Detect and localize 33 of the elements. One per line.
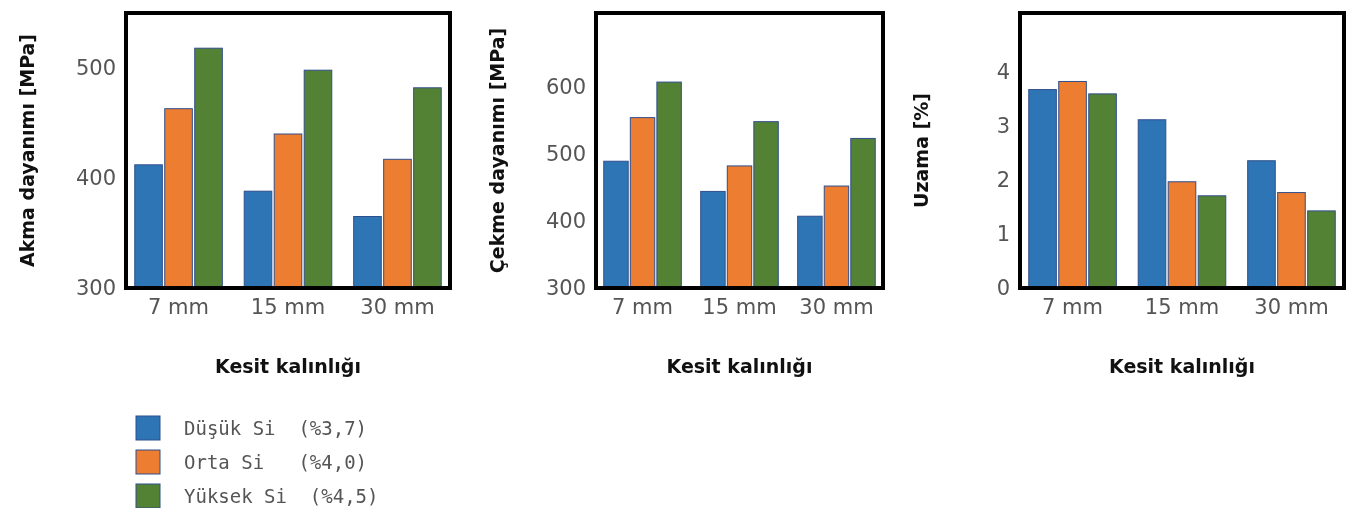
bar (1137, 119, 1167, 289)
y-tick-label: 300 (75, 276, 116, 300)
y-tick-label: 3 (996, 114, 1010, 139)
x-tick-label: 30 mm (1254, 295, 1329, 319)
x-axis-title: Kesit kalınlığı (215, 355, 361, 377)
y-tick-label: 400 (75, 166, 116, 190)
legend-label: Orta Si (%4,0) (184, 451, 368, 473)
y-axis-title: Uzama [%] (910, 93, 932, 208)
x-tick-label: 7 mm (1042, 295, 1104, 319)
x-tick-label: 15 mm (250, 295, 326, 319)
x-tick-label: 7 mm (612, 295, 674, 319)
bar (1167, 181, 1197, 289)
y-tick-label: 4 (996, 60, 1010, 85)
x-tick-label: 7 mm (148, 295, 210, 319)
legend-label: Yüksek Si (%4,5) (184, 485, 379, 507)
x-tick-label: 15 mm (702, 295, 777, 319)
y-tick-label: 600 (545, 74, 586, 99)
y-tick-label: 300 (545, 276, 586, 300)
y-tick-label: 0 (996, 276, 1010, 300)
y-tick-label: 2 (996, 168, 1010, 193)
y-tick-label: 500 (545, 141, 586, 166)
x-tick-label: 30 mm (360, 295, 435, 319)
x-axis-title: Kesit kalınlığı (1109, 355, 1255, 377)
y-axis-title: Çekme dayanımı [MPa] (486, 27, 508, 274)
x-tick-label: 30 mm (799, 295, 874, 319)
bar (1197, 195, 1227, 289)
legend-label: Düşük Si (%3,7) (184, 417, 368, 439)
y-tick-label: 400 (545, 208, 586, 233)
y-tick-label: 1 (996, 222, 1010, 247)
x-axis-title: Kesit kalınlığı (666, 355, 813, 377)
y-tick-label: 500 (75, 56, 116, 80)
x-tick-label: 15 mm (1144, 295, 1220, 319)
y-axis-title: Akma dayanımı [MPa] (16, 33, 38, 268)
